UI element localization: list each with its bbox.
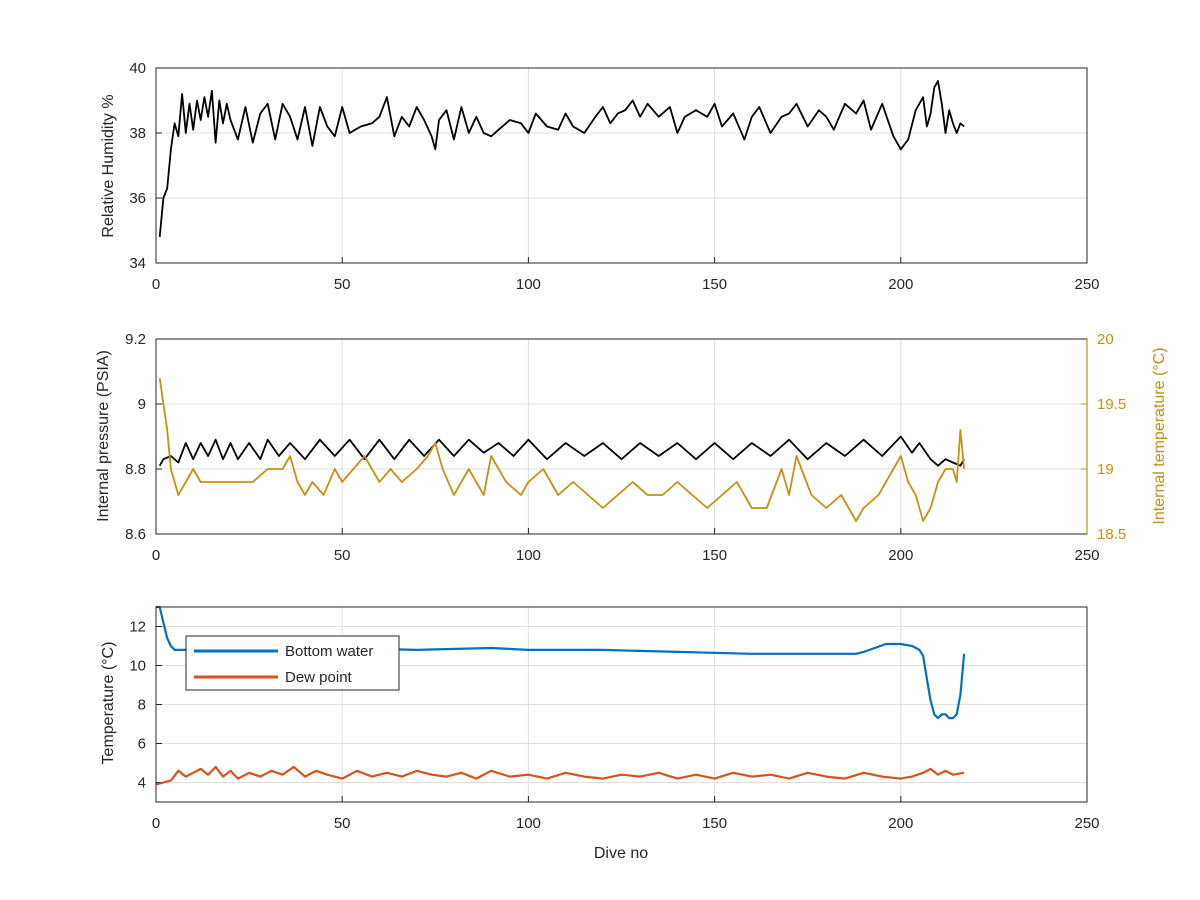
series-line-bottom-water <box>156 605 966 720</box>
y-tick-label: 9.2 <box>125 331 146 348</box>
temperature-ylabel: Temperature (°C) <box>100 642 117 765</box>
legend-label-dew-point: Dew point <box>285 669 353 686</box>
y-tick-label: 34 <box>129 255 146 272</box>
legend-box <box>185 635 400 691</box>
x-tick-label: 50 <box>334 276 351 293</box>
y2-tick-label: 19 <box>1097 461 1114 478</box>
x-tick-label: 150 <box>702 547 727 564</box>
x-tick-label: 250 <box>1074 547 1099 564</box>
y-tick-label: 9 <box>138 396 146 413</box>
plot-area <box>156 339 1087 534</box>
y-tick-label: 6 <box>138 736 146 753</box>
internal-temperature-ylabel: Internal temperature (°C) <box>1151 347 1168 524</box>
x-tick-label: 100 <box>516 547 541 564</box>
y-tick-label: 8.6 <box>125 526 146 543</box>
x-tick-label: 50 <box>334 815 351 832</box>
axes-frame <box>155 67 1088 264</box>
y-tick-label: 8 <box>138 697 146 714</box>
y-tick-label: 40 <box>129 60 146 77</box>
x-tick-label: 150 <box>702 815 727 832</box>
humidity-ylabel: Relative Humidity % <box>100 94 117 237</box>
x-tick-label: 200 <box>888 547 913 564</box>
x-tick-label: 0 <box>152 547 160 564</box>
y-tick-label: 12 <box>129 619 146 636</box>
x-tick-label: 0 <box>152 815 160 832</box>
y2-tick-label: 19.5 <box>1097 396 1126 413</box>
y-tick-label: 4 <box>138 775 146 792</box>
y2-tick-label: 20 <box>1097 331 1114 348</box>
humidity-axes: 0 50 100 150 200 250 34 36 38 40 <box>129 60 1099 293</box>
x-tick-label: 200 <box>888 815 913 832</box>
x-tick-label: 100 <box>516 276 541 293</box>
y-tick-label: 38 <box>129 125 146 142</box>
series-line-1-0 <box>158 435 965 467</box>
legend: Bottom water Dew point <box>185 635 400 691</box>
x-tick-label: 150 <box>702 276 727 293</box>
dive-no-xlabel: Dive no <box>594 845 648 862</box>
axes-frame <box>155 606 1088 803</box>
series-line-1-1 <box>158 377 965 522</box>
y2-tick-label: 18.5 <box>1097 526 1126 543</box>
x-tick-label: 100 <box>516 815 541 832</box>
x-tick-label: 200 <box>888 276 913 293</box>
pressure-ylabel: Internal pressure (PSIA) <box>95 350 112 522</box>
series-line-dew-point <box>155 765 965 786</box>
pressure-temperature-axes: 0 50 100 150 200 250 8.6 8.8 9 9.2 18.5 19 19.5 20 <box>125 331 1126 564</box>
x-tick-label: 50 <box>334 547 351 564</box>
x-tick-label: 0 <box>152 276 160 293</box>
plot-area <box>156 68 1087 263</box>
legend-label-bottom-water: Bottom water <box>285 643 373 660</box>
x-tick-label: 250 <box>1074 815 1099 832</box>
y-tick-label: 8.8 <box>125 461 146 478</box>
series-line-0-0 <box>158 80 965 238</box>
x-tick-label: 250 <box>1074 276 1099 293</box>
y-tick-label: 10 <box>129 658 146 675</box>
y-tick-label: 36 <box>129 190 146 207</box>
